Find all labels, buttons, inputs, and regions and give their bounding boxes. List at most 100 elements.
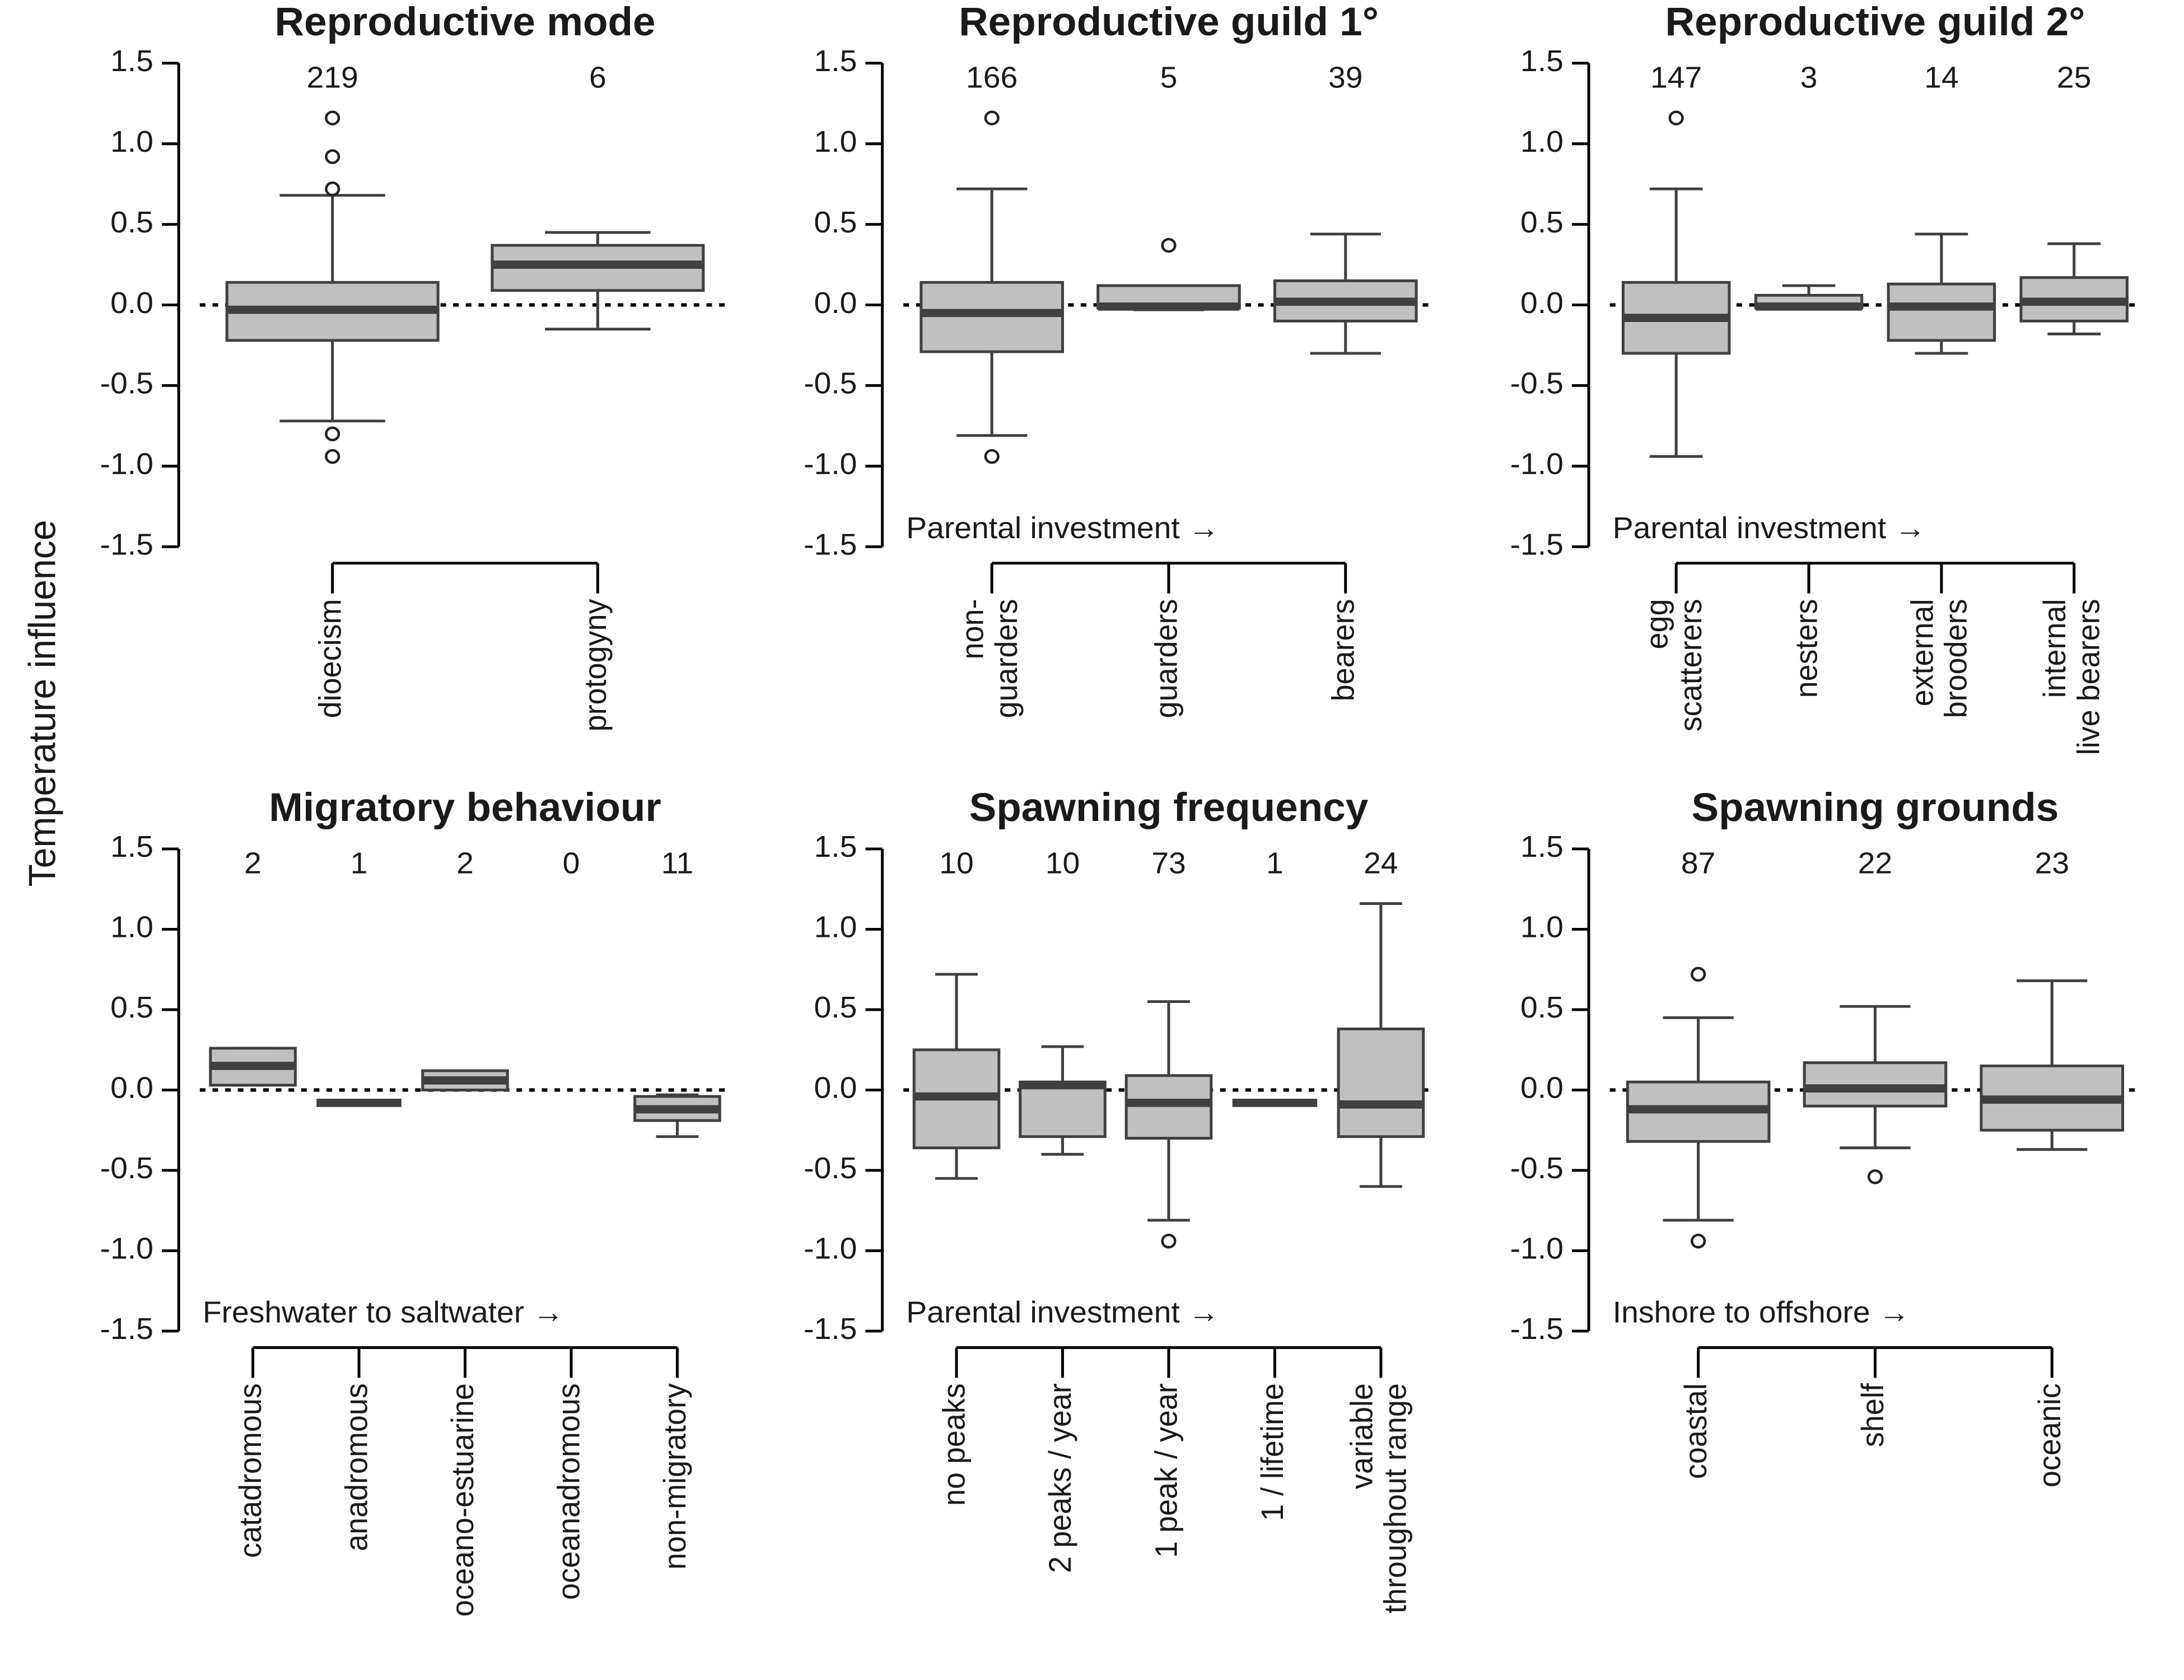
count-label: 25: [2057, 60, 2091, 94]
count-label: 1: [1266, 846, 1284, 880]
y-tick-label: -1.5: [804, 528, 857, 561]
x-tick-label: brooders: [1939, 599, 1973, 718]
panel-title: Reproductive mode: [274, 0, 655, 44]
y-tick-label: -0.5: [100, 366, 153, 400]
y-tick-label: 1.5: [1520, 830, 1564, 864]
count-label: 73: [1151, 846, 1186, 880]
count-label: 11: [661, 846, 693, 880]
outlier: [1867, 1169, 1883, 1184]
x-tick-label: guarders: [1149, 599, 1184, 718]
y-tick-label: -1.5: [1510, 1312, 1564, 1346]
y-tick-label: -1.5: [1510, 528, 1564, 561]
box: [1337, 1027, 1425, 1138]
count-label: 166: [966, 60, 1018, 94]
outlier: [325, 449, 340, 464]
outlier: [984, 449, 1000, 464]
panel-title: Spawning grounds: [1692, 786, 2059, 830]
x-tick-label: guarders: [989, 599, 1024, 718]
outlier: [1668, 110, 1684, 125]
count-label: 1: [351, 846, 368, 880]
y-tick-label: -1.5: [100, 1312, 153, 1346]
y-tick-label: -1.0: [1510, 1231, 1564, 1265]
x-tick-label: nesters: [1789, 599, 1824, 698]
x-tick-label: no peaks: [937, 1383, 972, 1506]
outlier: [1691, 967, 1706, 982]
y-tick-label: 1.5: [814, 44, 857, 78]
x-tick-label: non-migratory: [657, 1383, 692, 1569]
y-tick-label: 0.0: [814, 286, 857, 319]
y-tick-label: -1.5: [100, 528, 153, 561]
x-tick-label: scatterers: [1673, 599, 1708, 732]
panel-title: Migratory behaviour: [269, 786, 661, 830]
count-label: 10: [939, 846, 973, 880]
x-tick-label: live bearers: [2071, 599, 2106, 755]
outlier: [325, 426, 340, 442]
count-label: 0: [563, 846, 580, 880]
box: [1887, 282, 1996, 342]
outlier: [1161, 1233, 1177, 1249]
count-label: 10: [1046, 846, 1080, 880]
x-tick-label: egg: [1640, 599, 1674, 650]
count-label: 39: [1328, 60, 1362, 94]
outlier: [325, 181, 340, 197]
y-tick-label: -1.0: [100, 1231, 153, 1265]
outlier: [1691, 1233, 1706, 1249]
x-tick-label: variable: [1345, 1383, 1379, 1489]
x-tick-label: throughout range: [1378, 1383, 1413, 1613]
count-label: 219: [307, 60, 358, 94]
y-tick-label: 1.0: [814, 910, 857, 944]
y-tick-label: 0.5: [1520, 205, 1564, 239]
y-tick-label: 1.5: [110, 44, 153, 78]
x-tick-label: shelf: [1855, 1383, 1890, 1447]
y-tick-label: 0.5: [814, 205, 857, 239]
y-tick-label: 0.0: [1520, 1071, 1564, 1104]
annotation: Freshwater to saltwater →: [203, 1295, 564, 1329]
count-label: 147: [1650, 60, 1702, 94]
x-tick-label: anadromous: [339, 1383, 374, 1551]
y-tick-label: 0.5: [814, 991, 857, 1024]
x-tick-label: catadromous: [234, 1383, 268, 1558]
count-label: 22: [1858, 846, 1892, 880]
x-tick-label: internal: [2038, 599, 2073, 698]
outlier: [325, 149, 340, 165]
annotation: Parental investment →: [906, 511, 1219, 545]
count-label: 23: [2034, 846, 2069, 880]
count-label: 6: [589, 60, 606, 94]
y-tick-label: -1.0: [100, 447, 153, 480]
panel-title: Reproductive guild 1°: [959, 0, 1379, 44]
x-tick-label: 2 peaks / year: [1043, 1383, 1077, 1573]
y-tick-label: 0.0: [1520, 286, 1564, 319]
y-tick-label: -0.5: [804, 1151, 857, 1185]
y-tick-label: -0.5: [804, 366, 857, 400]
y-tick-label: 0.0: [110, 286, 153, 319]
count-label: 3: [1800, 60, 1818, 94]
x-tick-label: bearers: [1326, 599, 1361, 702]
y-tick-label: 1.0: [814, 125, 857, 158]
y-tick-label: -1.0: [804, 447, 857, 480]
y-tick-label: 1.5: [814, 830, 857, 864]
count-label: 2: [244, 846, 262, 880]
count-label: 2: [456, 846, 474, 880]
y-tick-label: 1.0: [1520, 910, 1564, 944]
y-tick-label: 1.5: [110, 830, 153, 864]
y-tick-label: -1.5: [804, 1312, 857, 1346]
x-tick-label: 1 / lifetime: [1255, 1383, 1290, 1521]
count-label: 87: [1681, 846, 1715, 880]
box: [1019, 1080, 1107, 1138]
count-label: 14: [1924, 60, 1958, 94]
y-tick-label: -1.0: [1510, 447, 1564, 480]
x-tick-label: external: [1905, 599, 1940, 707]
x-tick-label: oceanadromous: [552, 1383, 586, 1600]
y-tick-label: 1.0: [110, 125, 153, 158]
x-tick-label: 1 peak / year: [1149, 1383, 1184, 1558]
y-tick-label: 0.5: [110, 205, 153, 239]
y-tick-label: 1.0: [110, 910, 153, 944]
x-tick-label: coastal: [1679, 1383, 1714, 1479]
y-tick-label: -1.0: [804, 1231, 857, 1265]
y-tick-label: 0.0: [814, 1071, 857, 1104]
y-tick-label: -0.5: [100, 1151, 153, 1185]
y-tick-label: 0.5: [1520, 991, 1564, 1024]
x-tick-label: dioecism: [313, 599, 348, 718]
x-tick-label: oceano-estuarine: [446, 1383, 480, 1617]
